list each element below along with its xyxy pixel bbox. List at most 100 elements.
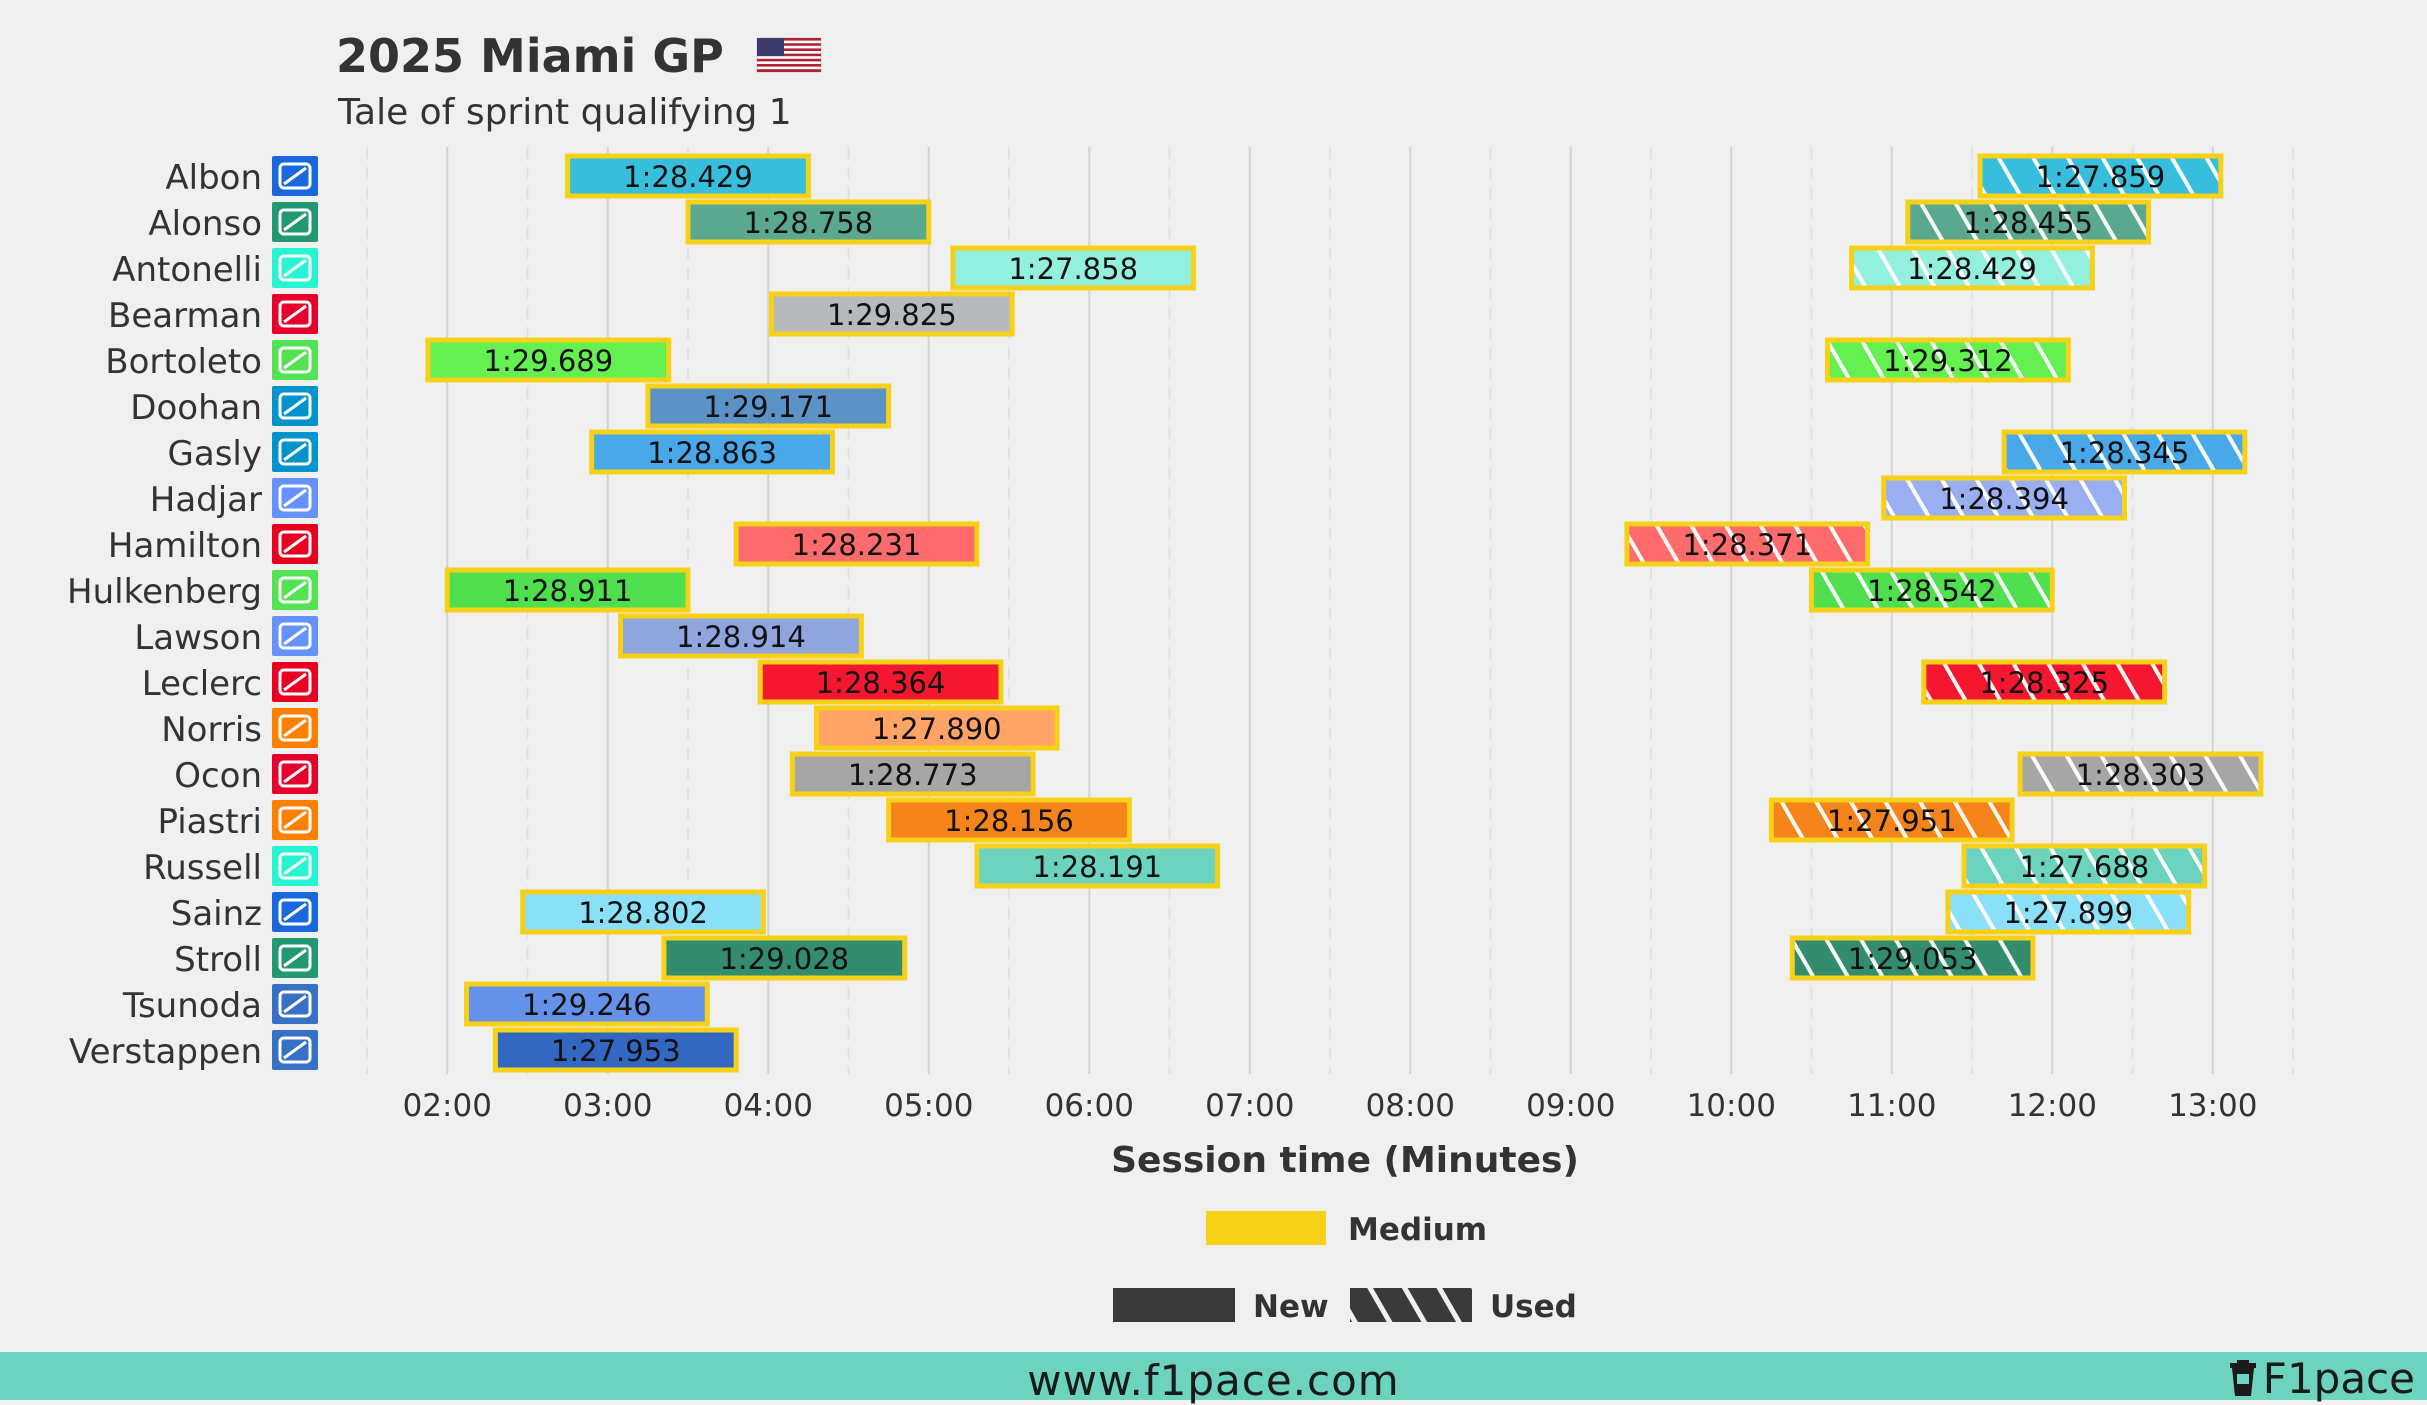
stint-bar: 1:28.371 <box>1624 521 1871 567</box>
lap-time-label: 1:29.246 <box>522 988 652 1022</box>
x-tick-label: 05:00 <box>884 1088 973 1124</box>
stint-bar: 1:29.053 <box>1789 935 2036 981</box>
sauber-logo-icon <box>272 340 318 380</box>
stint-bar-fill <box>492 1027 739 1073</box>
aston-martin-logo-icon <box>272 202 318 242</box>
stint-bar: 1:28.863 <box>589 429 835 475</box>
x-tick-label: 09:00 <box>1526 1088 1615 1124</box>
x-tick-label: 10:00 <box>1687 1088 1776 1124</box>
driver-label: Lawson <box>134 618 262 658</box>
stint-bar: 1:28.802 <box>520 889 766 935</box>
mclaren-logo-icon <box>272 708 318 748</box>
lap-time-label: 1:28.911 <box>503 574 633 608</box>
driver-label: Tsunoda <box>122 986 262 1026</box>
us-flag-icon <box>756 37 822 73</box>
stint-bar: 1:28.191 <box>974 843 1221 889</box>
x-tick-label: 03:00 <box>563 1088 652 1124</box>
stint-bar: 1:29.689 <box>425 337 672 383</box>
chart-subtitle: Tale of sprint qualifying 1 <box>337 92 792 133</box>
lap-time-label: 1:28.303 <box>2076 758 2206 792</box>
driver-label: Bearman <box>108 296 262 336</box>
stint-bar: 1:28.758 <box>685 199 932 245</box>
williams-logo-icon <box>272 156 318 196</box>
stint-bar-fill <box>685 199 932 245</box>
stint-bar-fill <box>464 981 710 1027</box>
driver-label: Piastri <box>157 802 262 842</box>
stint-bar-fill <box>813 705 1060 751</box>
used-hatch <box>1886 480 2122 516</box>
mclaren-logo-icon <box>272 800 318 840</box>
lap-time-label: 1:28.542 <box>1867 574 1997 608</box>
lap-time-label: 1:28.455 <box>1963 206 2093 240</box>
driver-label: Alonso <box>148 204 262 244</box>
alpine-logo-icon <box>272 432 318 472</box>
driver-label: Verstappen <box>69 1032 262 1072</box>
lap-time-label: 1:29.171 <box>703 390 833 424</box>
x-tick-label: 02:00 <box>403 1088 492 1124</box>
red-bull-logo-icon <box>272 1030 318 1070</box>
stint-bar-fill <box>444 567 691 613</box>
lap-time-label: 1:28.429 <box>1907 252 2037 286</box>
used-hatch <box>1794 940 2031 976</box>
stint-bar: 1:28.325 <box>1921 659 2168 705</box>
x-tick-label: 07:00 <box>1205 1088 1294 1124</box>
stint-bar-fill <box>565 153 811 199</box>
stint-bar: 1:27.899 <box>1945 889 2192 935</box>
lap-time-label: 1:29.825 <box>827 298 957 332</box>
lap-time-label: 1:28.364 <box>816 666 946 700</box>
red-bull-logo-icon <box>272 984 318 1024</box>
x-axis-ticks: 02:00 03:00 04:00 05:00 06:00 07:00 08:00 09:00… <box>403 1088 2258 1124</box>
legend-new-label: New <box>1253 1289 1329 1325</box>
stint-bar-fill <box>661 935 908 981</box>
stint-bar: 1:29.825 <box>768 291 1015 337</box>
used-hatch <box>1966 848 2203 884</box>
used-hatch <box>1982 158 2219 194</box>
stint-bar: 1:28.455 <box>1905 199 2152 245</box>
stint-chart: 2025 Miami GP Tale of sprint qualifying … <box>67 29 2294 1325</box>
stint-bar-fill <box>589 429 835 475</box>
stint-bar: 1:27.688 <box>1961 843 2208 889</box>
lap-time-label: 1:27.858 <box>1008 252 1138 286</box>
stint-bar: 1:27.859 <box>1977 153 2224 199</box>
ferrari-logo-icon <box>272 524 318 564</box>
used-hatch <box>2022 756 2259 792</box>
stint-bar-fill <box>757 659 1004 705</box>
stint-bar: 1:27.858 <box>950 245 1197 291</box>
driver-label: Ocon <box>174 756 262 796</box>
racing-bulls-logo-icon <box>272 478 318 518</box>
lap-time-label: 1:28.345 <box>2060 436 2190 470</box>
footer-brand-label: F1pace <box>2262 1354 2415 1403</box>
lap-time-label: 1:27.953 <box>551 1034 681 1068</box>
lap-time-label: 1:28.191 <box>1032 850 1162 884</box>
chart-title: 2025 Miami GP <box>336 29 724 83</box>
driver-label: Sainz <box>171 894 262 934</box>
footer-brand: F1pace <box>2229 1354 2415 1403</box>
stint-bar-fill <box>768 291 1015 337</box>
footer-url[interactable]: www.f1pace.com <box>1027 1356 1400 1405</box>
stint-bar-fill <box>886 797 1132 843</box>
used-hatch <box>1814 572 2050 608</box>
driver-label: Antonelli <box>112 250 262 290</box>
driver-label: Gasly <box>168 434 262 474</box>
driver-label: Bortoleto <box>105 342 262 382</box>
used-hatch <box>2006 434 2243 470</box>
stint-bar: 1:28.364 <box>757 659 1004 705</box>
lap-time-label: 1:29.053 <box>1848 942 1978 976</box>
stint-bar: 1:27.951 <box>1768 797 2015 843</box>
driver-labels: Albon Alonso Antonelli Bearman Bortoleto Dooh… <box>67 156 318 1072</box>
stint-bar-fill <box>520 889 766 935</box>
footer-bar: www.f1pace.com F1pace <box>0 1352 2427 1405</box>
x-tick-label: 06:00 <box>1045 1088 1134 1124</box>
stint-bar: 1:29.246 <box>464 981 710 1027</box>
driver-label: Hadjar <box>150 480 262 520</box>
lap-time-label: 1:28.758 <box>744 206 874 240</box>
driver-label: Hamilton <box>108 526 262 566</box>
lap-time-label: 1:28.156 <box>944 804 1074 838</box>
stint-bar: 1:28.345 <box>2001 429 2248 475</box>
ferrari-logo-icon <box>272 662 318 702</box>
stint-bar-fill <box>950 245 1197 291</box>
legend-used-hatch <box>1350 1288 1472 1322</box>
stint-bar: 1:29.171 <box>645 383 892 429</box>
sauber-logo-icon <box>272 570 318 610</box>
lap-time-label: 1:28.863 <box>647 436 777 470</box>
